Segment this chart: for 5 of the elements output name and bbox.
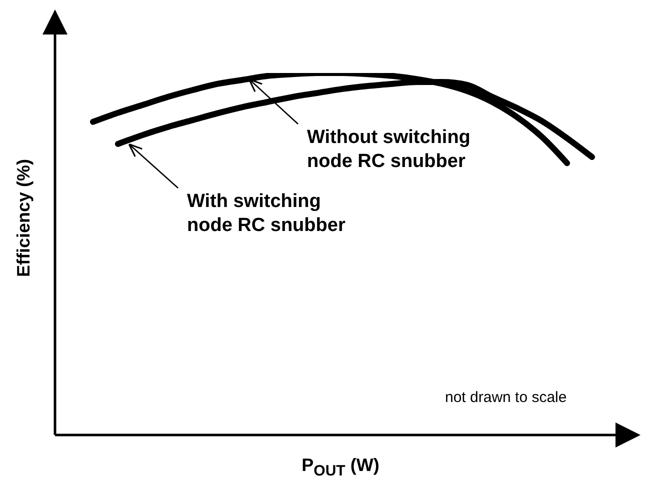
y-axis-title: Efficiency (%)	[14, 158, 34, 278]
text: With switching node RC snubber	[187, 190, 346, 238]
x-axis-title: P$_{OUT}$ (W)	[300, 455, 380, 480]
series-label: Without switching node RC snubber	[307, 126, 472, 174]
annotation: not drawn to scale	[445, 389, 567, 406]
